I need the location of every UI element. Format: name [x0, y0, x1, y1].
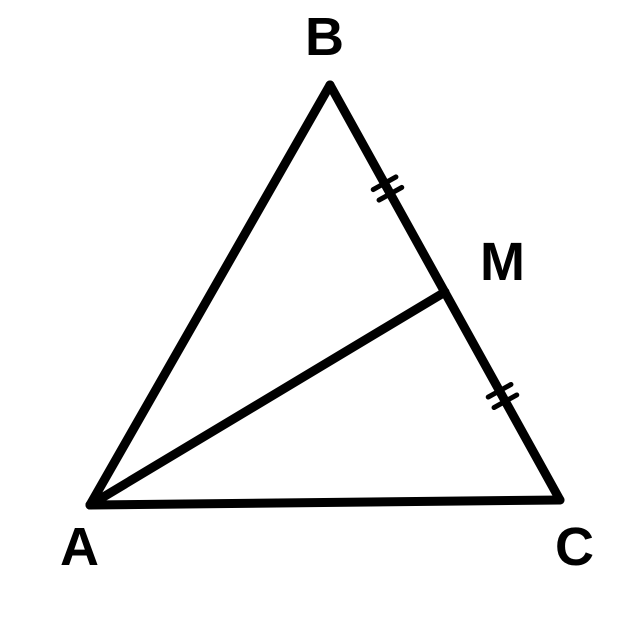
- edge-ab: [90, 85, 330, 505]
- vertex-label-b: B: [305, 7, 344, 67]
- edges-layer: [90, 85, 560, 505]
- triangle-diagram: A B C M: [0, 0, 637, 631]
- edge-am: [90, 292, 445, 505]
- vertex-label-c: C: [555, 517, 594, 577]
- vertex-label-a: A: [60, 517, 99, 577]
- edge-ac: [90, 500, 560, 505]
- vertex-label-m: M: [480, 232, 525, 292]
